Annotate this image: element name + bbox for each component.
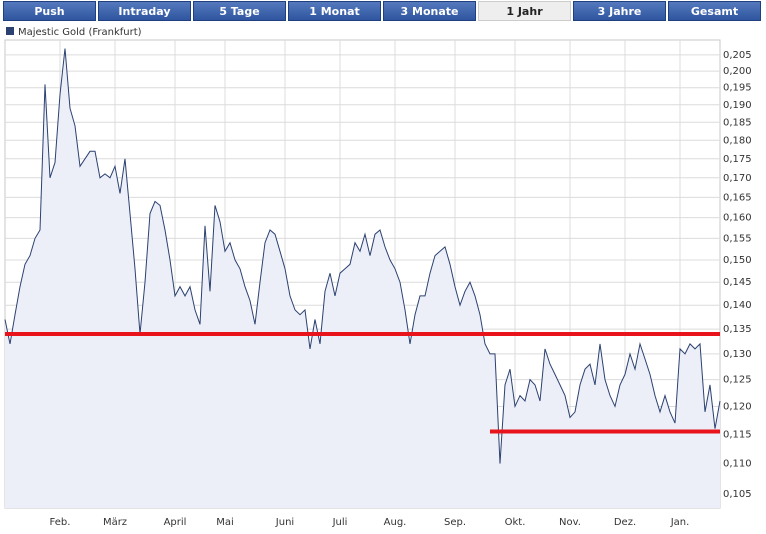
y-tick-label: 0,175 — [723, 154, 752, 165]
y-tick-label: 0,115 — [723, 429, 752, 440]
tab[interactable]: 3 Monate — [383, 1, 476, 21]
x-tick-label: Okt. — [505, 517, 526, 528]
tab[interactable]: Push — [3, 1, 96, 21]
x-tick-label: Feb. — [50, 517, 71, 528]
y-tick-label: 0,205 — [723, 50, 752, 61]
x-tick-label: Mai — [216, 517, 234, 528]
y-tick-label: 0,185 — [723, 117, 752, 128]
y-tick-label: 0,180 — [723, 135, 752, 146]
y-tick-label: 0,155 — [723, 233, 752, 244]
y-tick-label: 0,105 — [723, 489, 752, 500]
y-tick-label: 0,160 — [723, 213, 752, 224]
x-tick-label: April — [164, 517, 187, 528]
x-tick-label: März — [103, 517, 127, 528]
y-tick-label: 0,145 — [723, 277, 752, 288]
x-tick-label: Juli — [332, 517, 348, 528]
x-tick-label: Aug. — [384, 517, 407, 528]
y-tick-label: 0,135 — [723, 324, 752, 335]
tab[interactable]: 3 Jahre — [573, 1, 666, 21]
y-tick-label: 0,165 — [723, 192, 752, 203]
legend-label: Majestic Gold (Frankfurt) — [18, 27, 142, 38]
line — [4, 48, 721, 464]
tab-bar: Push Intraday 5 Tage 1 Monat 3 Monate 1 Jahr 3… — [0, 0, 766, 22]
tab[interactable]: 1 Jahr — [478, 1, 571, 21]
x-tick-label: Nov. — [559, 517, 581, 528]
y-tick-label: 0,195 — [723, 83, 752, 94]
x-tick-label: Juni — [275, 517, 294, 528]
y-tick-label: 0,190 — [723, 100, 752, 111]
y-tick-label: 0,170 — [723, 173, 752, 184]
y-tick-label: 0,200 — [723, 66, 752, 77]
y-tick-label: 0,125 — [723, 375, 752, 386]
x-tick-label: Jan. — [670, 517, 690, 528]
tab[interactable]: 1 Monat — [288, 1, 381, 21]
y-tick-label: 0,140 — [723, 300, 752, 311]
tab[interactable]: 5 Tage — [193, 1, 286, 21]
tab[interactable]: Gesamt — [668, 1, 761, 21]
x-tick-label: Sep. — [444, 517, 466, 528]
y-tick-label: 0,130 — [723, 349, 752, 360]
y-tick-label: 0,150 — [723, 255, 752, 266]
legend-swatch — [6, 27, 14, 35]
y-tick-label: 0,110 — [723, 459, 752, 470]
x-tick-label: Dez. — [614, 517, 636, 528]
y-tick-label: 0,120 — [723, 401, 752, 412]
tab[interactable]: Intraday — [98, 1, 191, 21]
